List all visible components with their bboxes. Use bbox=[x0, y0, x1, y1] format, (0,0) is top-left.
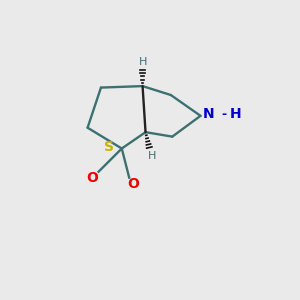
Text: O: O bbox=[127, 177, 139, 190]
Text: S: S bbox=[104, 140, 114, 154]
Text: N: N bbox=[203, 107, 215, 121]
Text: H: H bbox=[148, 151, 157, 161]
Text: H: H bbox=[139, 57, 148, 67]
Text: -: - bbox=[221, 108, 226, 121]
Text: O: O bbox=[87, 171, 99, 184]
Text: H: H bbox=[230, 107, 242, 121]
